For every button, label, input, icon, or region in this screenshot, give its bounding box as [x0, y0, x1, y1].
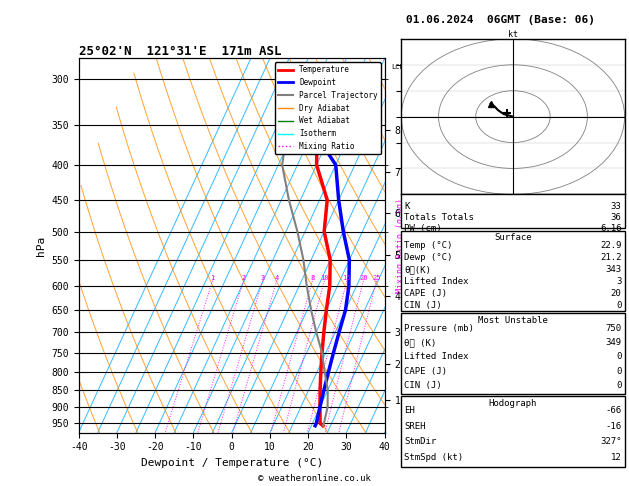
Text: SREH: SREH — [404, 422, 426, 431]
Text: Mixing Ratio (g/kg): Mixing Ratio (g/kg) — [396, 198, 404, 293]
Text: © weatheronline.co.uk: © weatheronline.co.uk — [258, 474, 371, 483]
Text: 2: 2 — [242, 275, 245, 281]
Text: Surface: Surface — [494, 233, 532, 243]
Text: 750: 750 — [605, 324, 621, 333]
Text: -66: -66 — [605, 406, 621, 416]
Text: 20: 20 — [359, 275, 367, 281]
Text: Pressure (mb): Pressure (mb) — [404, 324, 474, 333]
Text: 10: 10 — [320, 275, 328, 281]
Text: 3: 3 — [260, 275, 265, 281]
Text: θᴇ(K): θᴇ(K) — [404, 265, 431, 274]
Text: CAPE (J): CAPE (J) — [404, 289, 447, 298]
Text: StmSpd (kt): StmSpd (kt) — [404, 452, 464, 462]
Text: Lifted Index: Lifted Index — [404, 277, 469, 286]
Text: 0: 0 — [616, 300, 621, 310]
Y-axis label: hPa: hPa — [36, 235, 46, 256]
Text: 36: 36 — [611, 213, 621, 222]
Text: 3: 3 — [616, 277, 621, 286]
Text: EH: EH — [404, 406, 415, 416]
Text: Temp (°C): Temp (°C) — [404, 241, 453, 250]
Text: 22.9: 22.9 — [600, 241, 621, 250]
Text: 25: 25 — [372, 275, 381, 281]
Text: Dewp (°C): Dewp (°C) — [404, 253, 453, 262]
Text: PW (cm): PW (cm) — [404, 225, 442, 233]
Y-axis label: km
ASL: km ASL — [406, 237, 428, 254]
Text: 20: 20 — [611, 289, 621, 298]
Text: K: K — [404, 202, 410, 211]
Text: 4: 4 — [274, 275, 279, 281]
Text: 343: 343 — [605, 265, 621, 274]
Text: 25°02'N  121°31'E  171m ASL: 25°02'N 121°31'E 171m ASL — [79, 45, 281, 58]
Text: 8: 8 — [310, 275, 314, 281]
Text: 0: 0 — [616, 366, 621, 376]
X-axis label: kt: kt — [508, 31, 518, 39]
Text: CIN (J): CIN (J) — [404, 381, 442, 390]
Text: 1: 1 — [210, 275, 214, 281]
Text: CAPE (J): CAPE (J) — [404, 366, 447, 376]
Text: 33: 33 — [611, 202, 621, 211]
Text: 15: 15 — [343, 275, 351, 281]
Text: Lifted Index: Lifted Index — [404, 352, 469, 361]
Text: θᴇ (K): θᴇ (K) — [404, 338, 437, 347]
Text: LCL: LCL — [391, 64, 404, 69]
Text: 0: 0 — [616, 352, 621, 361]
Text: 12: 12 — [611, 452, 621, 462]
Text: 6.16: 6.16 — [600, 225, 621, 233]
Text: Hodograph: Hodograph — [489, 399, 537, 408]
Text: 327°: 327° — [600, 437, 621, 446]
Text: 0: 0 — [616, 381, 621, 390]
Text: CIN (J): CIN (J) — [404, 300, 442, 310]
Text: 21.2: 21.2 — [600, 253, 621, 262]
X-axis label: Dewpoint / Temperature (°C): Dewpoint / Temperature (°C) — [140, 458, 323, 468]
Text: StmDir: StmDir — [404, 437, 437, 446]
Text: 349: 349 — [605, 338, 621, 347]
Text: Totals Totals: Totals Totals — [404, 213, 474, 222]
Text: -16: -16 — [605, 422, 621, 431]
Text: Most Unstable: Most Unstable — [478, 316, 548, 325]
Text: 01.06.2024  06GMT (Base: 06): 01.06.2024 06GMT (Base: 06) — [406, 15, 594, 25]
Legend: Temperature, Dewpoint, Parcel Trajectory, Dry Adiabat, Wet Adiabat, Isotherm, Mi: Temperature, Dewpoint, Parcel Trajectory… — [275, 62, 381, 154]
